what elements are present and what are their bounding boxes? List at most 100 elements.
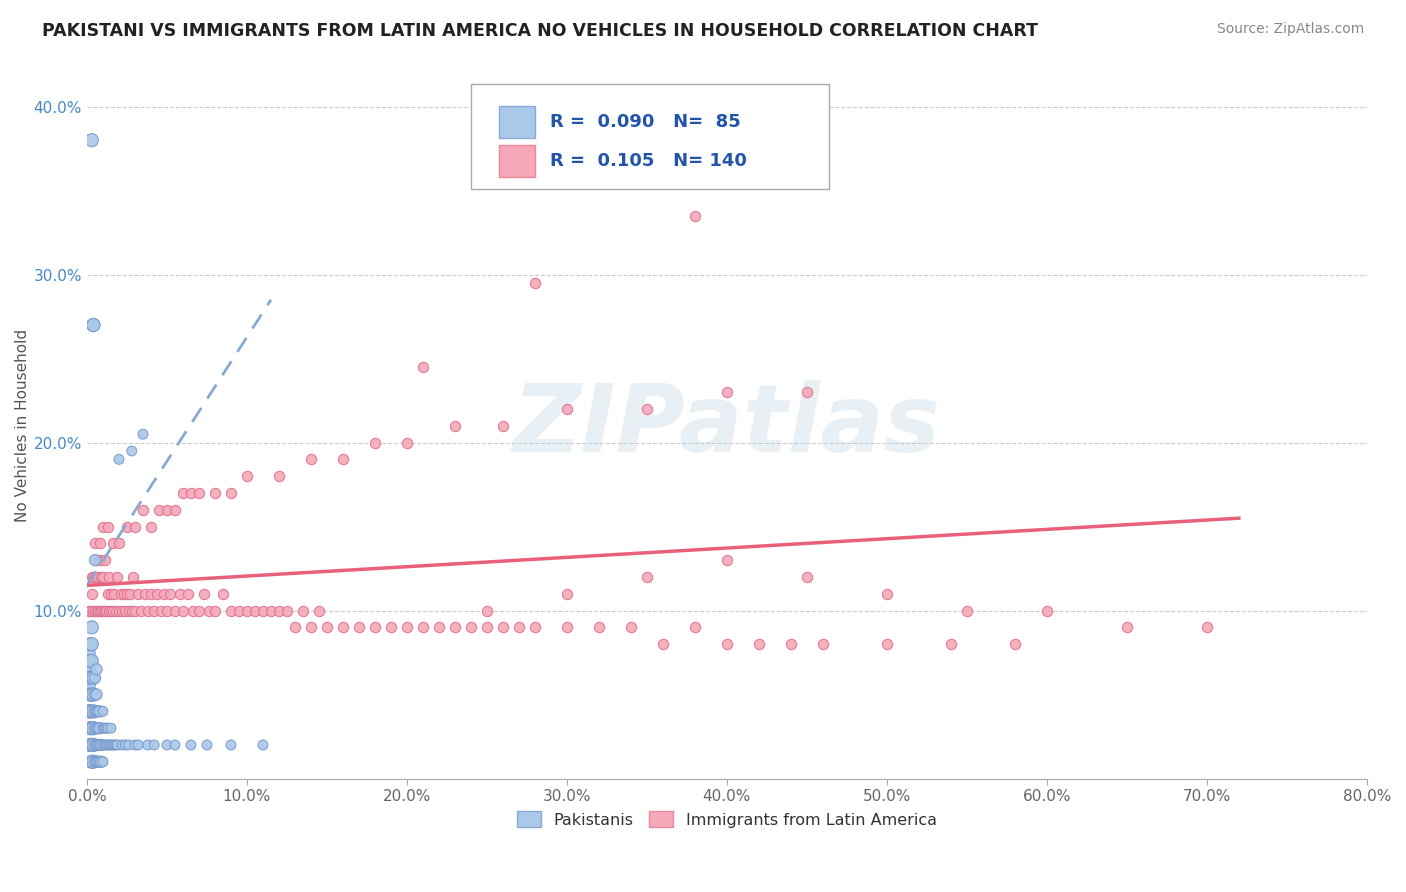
Point: [90, 738, 112, 752]
Point: [299, 620, 322, 634]
Point: [228, 603, 250, 617]
Point: [131, 603, 153, 617]
Point: [132, 502, 155, 516]
Point: [96, 603, 118, 617]
Point: [159, 587, 181, 601]
Point: [117, 738, 139, 752]
Point: [508, 620, 530, 634]
Point: [80, 620, 103, 634]
Point: [80, 721, 103, 735]
Point: [80, 688, 103, 702]
Point: [111, 738, 134, 752]
Point: [395, 435, 418, 450]
Point: [108, 452, 131, 467]
Point: [84, 738, 107, 752]
Point: [364, 435, 387, 450]
Point: [80, 671, 103, 685]
Point: [523, 620, 546, 634]
Point: [110, 587, 132, 601]
Text: R =  0.090   N=  85: R = 0.090 N= 85: [550, 113, 741, 131]
Point: [79, 738, 101, 752]
FancyBboxPatch shape: [471, 84, 830, 189]
Point: [1036, 603, 1059, 617]
Point: [87, 721, 110, 735]
Point: [291, 603, 314, 617]
Point: [101, 536, 124, 550]
Point: [412, 620, 434, 634]
Point: [620, 620, 643, 634]
Text: PAKISTANI VS IMMIGRANTS FROM LATIN AMERICA NO VEHICLES IN HOUSEHOLD CORRELATION : PAKISTANI VS IMMIGRANTS FROM LATIN AMERI…: [42, 22, 1038, 40]
Point: [91, 570, 114, 584]
Point: [267, 603, 290, 617]
Point: [636, 401, 658, 416]
Point: [82, 671, 104, 685]
Point: [84, 570, 107, 584]
Point: [122, 570, 145, 584]
Point: [100, 721, 122, 735]
Point: [236, 603, 259, 617]
Point: [82, 738, 104, 752]
Point: [90, 570, 112, 584]
Point: [243, 603, 266, 617]
Point: [82, 688, 104, 702]
Point: [683, 209, 706, 223]
Point: [127, 738, 149, 752]
Text: Source: ZipAtlas.com: Source: ZipAtlas.com: [1216, 22, 1364, 37]
Point: [82, 705, 104, 719]
Point: [97, 587, 120, 601]
Point: [876, 637, 898, 651]
Point: [91, 603, 114, 617]
Point: [84, 603, 107, 617]
Point: [212, 587, 235, 601]
Point: [80, 587, 103, 601]
Point: [91, 755, 114, 769]
Legend: Pakistanis, Immigrants from Latin America: Pakistanis, Immigrants from Latin Americ…: [510, 805, 943, 834]
Point: [79, 654, 101, 668]
Point: [114, 738, 136, 752]
Point: [86, 662, 108, 676]
Point: [91, 738, 114, 752]
Point: [219, 603, 242, 617]
Point: [86, 738, 108, 752]
Point: [98, 570, 121, 584]
Point: [77, 679, 100, 693]
Point: [80, 654, 103, 668]
Point: [412, 359, 434, 374]
Point: [86, 688, 108, 702]
Point: [193, 587, 215, 601]
Point: [395, 620, 418, 634]
Point: [89, 755, 111, 769]
Point: [84, 671, 107, 685]
Point: [156, 738, 179, 752]
Point: [100, 587, 122, 601]
Point: [267, 469, 290, 483]
Point: [555, 587, 578, 601]
Point: [811, 637, 834, 651]
Point: [80, 755, 103, 769]
Point: [84, 536, 107, 550]
Point: [460, 620, 482, 634]
Point: [97, 519, 120, 533]
Point: [96, 738, 118, 752]
Point: [77, 603, 100, 617]
Point: [204, 603, 226, 617]
Point: [101, 738, 124, 752]
Point: [219, 486, 242, 500]
Point: [1195, 620, 1218, 634]
Point: [77, 646, 100, 660]
Point: [148, 502, 170, 516]
Point: [82, 570, 104, 584]
Point: [80, 705, 103, 719]
Point: [143, 738, 166, 752]
Point: [156, 603, 179, 617]
Point: [93, 553, 115, 567]
Point: [120, 587, 142, 601]
Point: [380, 620, 402, 634]
Point: [84, 721, 107, 735]
Point: [716, 637, 738, 651]
Point: [87, 705, 110, 719]
Point: [748, 637, 770, 651]
Point: [89, 603, 111, 617]
Point: [252, 738, 274, 752]
Point: [780, 637, 803, 651]
